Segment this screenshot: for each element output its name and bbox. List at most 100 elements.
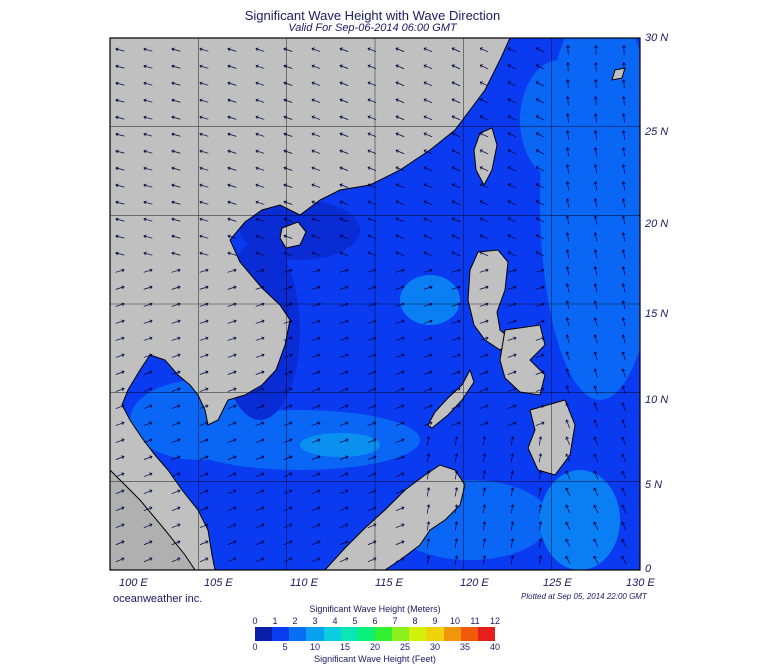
wave-direction-arrow	[255, 98, 265, 103]
wave-direction-arrow	[311, 183, 321, 188]
wave-direction-arrow	[423, 166, 433, 172]
lon-label-120: 120 E	[460, 577, 489, 589]
wave-direction-arrow	[423, 234, 433, 240]
wave-direction-arrow	[283, 234, 293, 239]
wave-direction-arrow	[451, 47, 461, 53]
wave-direction-arrow	[367, 489, 377, 494]
wave-direction-arrow	[367, 506, 377, 512]
wave-direction-arrow	[171, 81, 181, 86]
wave-direction-arrow	[395, 302, 405, 307]
wave-direction-arrow	[311, 47, 321, 52]
wave-direction-arrow	[367, 557, 377, 563]
colorbar-meters-tick: 4	[332, 616, 338, 626]
wave-direction-arrow	[510, 504, 515, 514]
wave-direction-arrow	[565, 113, 570, 123]
wave-direction-arrow	[426, 453, 431, 463]
wave-direction-arrow	[423, 268, 433, 273]
wave-direction-arrow	[510, 521, 515, 531]
wave-direction-arrow	[507, 251, 517, 257]
wave-direction-arrow	[507, 421, 517, 426]
wave-direction-arrow	[395, 98, 405, 104]
wave-direction-arrow	[451, 166, 461, 172]
wave-direction-arrow	[367, 540, 377, 546]
wave-direction-arrow	[593, 283, 598, 293]
wave-direction-arrow	[621, 436, 627, 446]
wave-direction-arrow	[255, 132, 265, 137]
wave-direction-arrow	[199, 98, 209, 103]
wave-direction-arrow	[115, 319, 125, 324]
wave-direction-arrow	[143, 421, 153, 426]
wave-direction-arrow	[339, 234, 349, 239]
wave-direction-arrow	[255, 183, 265, 188]
wave-direction-arrow	[115, 370, 125, 375]
wave-direction-arrow	[311, 353, 321, 358]
wave-direction-arrow	[227, 557, 237, 563]
wave-direction-arrow	[395, 336, 405, 341]
wave-direction-arrow	[339, 268, 349, 273]
wave-direction-arrow	[367, 47, 377, 53]
wave-direction-arrow	[423, 319, 433, 324]
wave-direction-arrow	[199, 166, 209, 171]
colorbar-swatch	[306, 627, 324, 641]
land-masses	[110, 38, 626, 570]
wave-direction-arrow	[593, 96, 598, 106]
wave-direction-arrow	[479, 234, 489, 240]
wave-direction-arrow	[507, 268, 517, 273]
wave-direction-arrow	[535, 166, 545, 172]
wave-direction-arrow	[482, 453, 487, 463]
wave-direction-arrow	[451, 234, 461, 240]
wave-direction-arrow	[283, 166, 293, 171]
wave-direction-arrow	[395, 234, 405, 240]
lat-label-5: 5 N	[645, 479, 663, 491]
wave-direction-arrow	[535, 98, 545, 104]
wave-direction-arrow	[367, 217, 377, 223]
wave-direction-arrow	[395, 251, 405, 257]
wave-direction-arrow	[199, 438, 209, 443]
wave-direction-arrow	[339, 421, 349, 426]
wave-direction-arrow	[565, 232, 570, 242]
wave-direction-arrow	[426, 538, 431, 548]
wave-direction-arrow	[171, 64, 181, 69]
wave-direction-arrow	[565, 181, 570, 191]
wave-direction-arrow	[339, 455, 349, 460]
wave-direction-arrow	[395, 353, 405, 358]
wave-direction-arrow	[507, 81, 517, 87]
wave-direction-arrow	[395, 370, 405, 375]
wave-direction-arrow	[199, 183, 209, 188]
wave-direction-arrow	[507, 404, 517, 409]
wave-direction-arrow	[171, 149, 181, 154]
wave-direction-arrow	[593, 113, 598, 123]
wave-direction-arrow	[143, 234, 153, 239]
wave-direction-arrows	[115, 45, 627, 565]
wave-direction-arrow	[423, 336, 433, 341]
wave-direction-arrow	[507, 166, 517, 172]
wave-direction-arrow	[171, 200, 181, 205]
wave-direction-arrow	[367, 472, 377, 477]
wave-direction-arrow	[171, 47, 181, 52]
wave-direction-arrow	[199, 200, 209, 205]
wave-direction-arrow	[283, 183, 293, 188]
wave-direction-arrow	[255, 387, 265, 392]
wave-direction-arrow	[479, 200, 489, 206]
wave-direction-arrow	[594, 62, 598, 72]
wave-direction-arrow	[482, 470, 487, 480]
wave-direction-arrow	[507, 336, 517, 341]
wave-direction-arrow	[565, 521, 571, 531]
wave-direction-arrow	[143, 370, 153, 375]
wave-direction-arrow	[593, 181, 598, 191]
wave-direction-arrow	[283, 336, 293, 341]
wave-direction-arrow	[451, 421, 461, 426]
wave-direction-arrow	[395, 200, 405, 206]
wave-direction-arrow	[227, 438, 237, 443]
wave-direction-arrow	[395, 506, 405, 512]
wave-direction-arrow	[507, 183, 517, 189]
wave-direction-arrow	[199, 234, 209, 239]
wave-direction-arrow	[621, 555, 627, 565]
colorbar-swatch	[477, 627, 495, 641]
colorbar-swatch	[392, 627, 410, 641]
wave-direction-arrow	[510, 453, 515, 463]
wave-direction-arrow	[283, 268, 293, 273]
colorbar-swatch	[374, 627, 393, 641]
wave-direction-arrow	[507, 98, 517, 104]
wave-direction-arrow	[255, 115, 265, 120]
